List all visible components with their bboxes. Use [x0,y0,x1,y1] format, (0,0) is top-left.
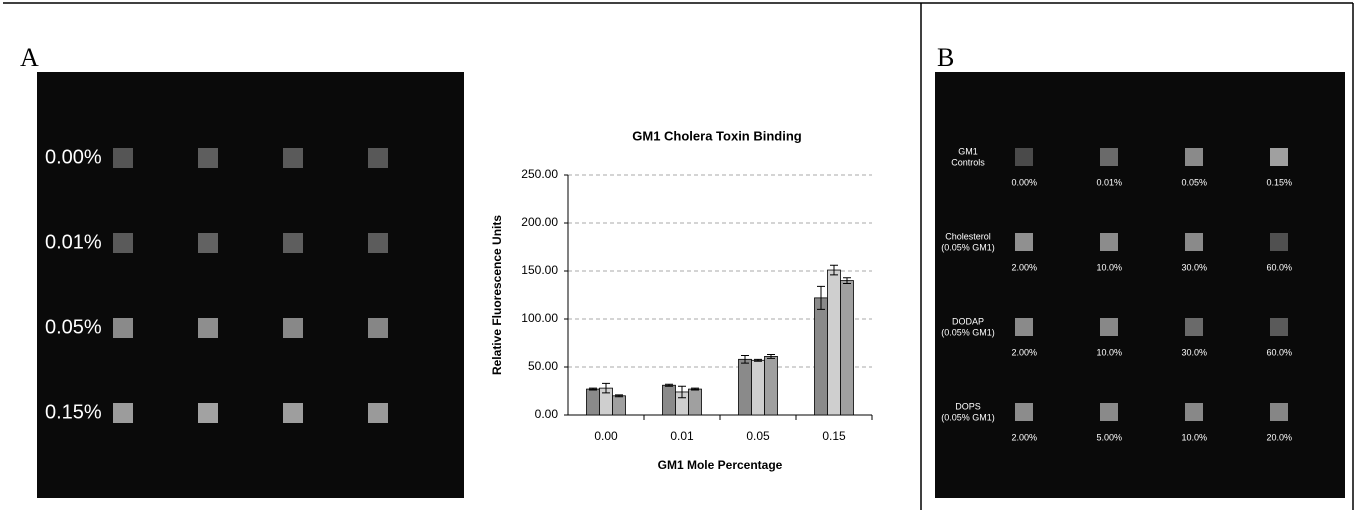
y-tick-label: 100.00 [521,311,558,325]
x-tick-label: 0.05 [746,429,770,443]
bar [765,356,778,415]
spot [1015,403,1033,421]
row-label: 0.05% [45,316,102,338]
spot [1185,318,1203,336]
bar [663,385,676,415]
spot [283,318,303,338]
spot [113,233,133,253]
spot [1100,318,1118,336]
spot [198,403,218,423]
row-label: (0.05% GM1) [941,327,995,337]
spot [1015,148,1033,166]
spot [368,318,388,338]
spot [1270,233,1288,251]
bar [752,360,765,415]
concentration-label: 60.0% [1266,262,1292,272]
spot [198,148,218,168]
concentration-label: 10.0% [1096,347,1122,357]
bar [828,270,841,415]
spot [1185,233,1203,251]
row-label: Controls [951,157,985,167]
spot [1185,403,1203,421]
spot [283,233,303,253]
row-label: GM1 [958,146,978,156]
microarray-image-a [37,72,464,498]
concentration-label: 2.00% [1011,432,1037,442]
spot [1015,233,1033,251]
spot [1270,403,1288,421]
spot [113,403,133,423]
concentration-label: 0.05% [1181,177,1207,187]
bar [689,389,702,415]
concentration-label: 30.0% [1181,262,1207,272]
concentration-label: 10.0% [1181,432,1207,442]
concentration-label: 0.00% [1011,177,1037,187]
concentration-label: 20.0% [1266,432,1292,442]
concentration-label: 0.15% [1266,177,1292,187]
spot [368,403,388,423]
row-label: DODAP [952,316,984,326]
row-label: DOPS [955,401,981,411]
spot [368,233,388,253]
spot [283,148,303,168]
spot [113,148,133,168]
y-tick-label: 0.00 [535,407,559,421]
row-label: 0.01% [45,231,102,253]
spot [1100,148,1118,166]
y-tick-label: 250.00 [521,167,558,181]
spot [1270,148,1288,166]
spot [198,233,218,253]
concentration-label: 10.0% [1096,262,1122,272]
x-tick-label: 0.15 [822,429,846,443]
bar [815,298,828,415]
y-tick-label: 50.00 [528,359,558,373]
row-label: 0.15% [45,401,102,423]
bar [841,281,854,415]
panel-label: A [20,43,39,72]
y-tick-label: 150.00 [521,263,558,277]
spot [1100,233,1118,251]
bar [739,359,752,415]
spot [1270,318,1288,336]
bar [587,389,600,415]
concentration-label: 2.00% [1011,347,1037,357]
spot [1185,148,1203,166]
spot [113,318,133,338]
concentration-label: 2.00% [1011,262,1037,272]
bar [613,396,626,415]
concentration-label: 5.00% [1096,432,1122,442]
spot [368,148,388,168]
x-axis-label: GM1 Mole Percentage [658,458,783,472]
spot [198,318,218,338]
spot [1100,403,1118,421]
spot [283,403,303,423]
y-tick-label: 200.00 [521,215,558,229]
concentration-label: 0.01% [1096,177,1122,187]
concentration-label: 60.0% [1266,347,1292,357]
figure: A B GM1 Cholera Toxin Binding GM1 Mole P… [0,0,1356,510]
row-label: Cholesterol [945,231,991,241]
x-tick-label: 0.01 [670,429,694,443]
y-axis-label: Relative Fluorescence Units [490,215,504,375]
x-tick-label: 0.00 [594,429,618,443]
panel-label: B [937,43,954,72]
concentration-label: 30.0% [1181,347,1207,357]
row-label: 0.00% [45,146,102,168]
spot [1015,318,1033,336]
row-label: (0.05% GM1) [941,242,995,252]
chart-title: GM1 Cholera Toxin Binding [632,128,802,143]
row-label: (0.05% GM1) [941,412,995,422]
